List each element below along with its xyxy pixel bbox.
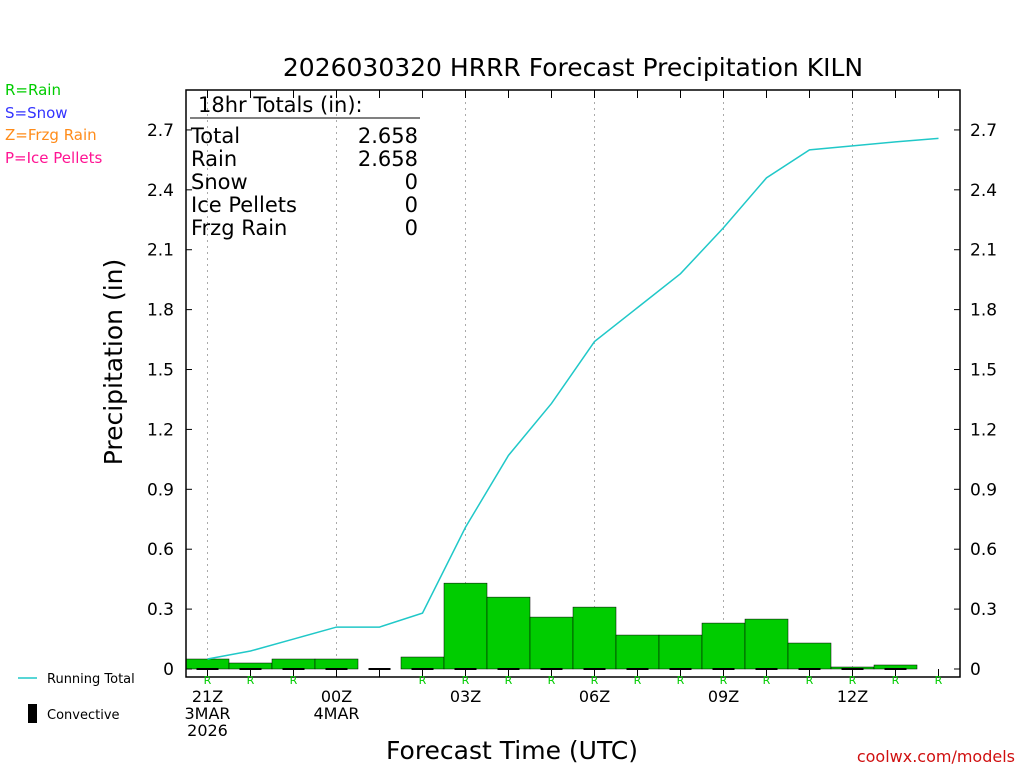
x-axis-title: Forecast Time (UTC) [386,736,638,765]
y-tick-label-right: 1.5 [970,361,997,381]
bar [271,658,316,670]
ptype-marker: R [290,674,298,687]
y-axis: 0 00.3 0.30.6 0.60.9 0.91.2 1.21.5 1.51.8 1.82.… [147,121,997,680]
x-tick-label: 4MAR [313,704,359,723]
y-tick-label-left: 1.8 [147,301,174,321]
plot-frame [185,89,961,678]
ptype-marker: R [548,674,556,687]
bar [486,596,531,670]
y-tick-label-left: 0.9 [147,480,174,500]
y-tick-label-right: 0.3 [970,600,997,620]
y-tick-label-left: 2.1 [147,241,174,261]
y-tick-label-left: 1.2 [147,420,174,440]
bar [443,582,488,670]
x-tick-label: 12Z [837,687,868,706]
ptype-marker: R [892,674,900,687]
bar [400,656,445,670]
legend-ice-pellets: P=Ice Pellets [5,149,103,167]
gridlines [207,90,853,669]
totals-label-ice-pellets: Ice Pellets [191,193,297,217]
bars-group [185,582,918,670]
ptype-marker: R [247,674,255,687]
y-tick-label-right: 1.2 [970,420,997,440]
y-tick-label-left: 0 [163,660,174,680]
totals-label-rain: Rain [191,147,237,171]
y-tick-label-right: 1.8 [970,301,997,321]
y-tick-label-left: 2.7 [147,121,174,141]
running-total-legend-label: Running Total [47,672,135,687]
bar [615,634,660,670]
totals-value-snow: 0 [405,170,418,194]
x-tick-label: 09Z [708,687,739,706]
y-tick-label-right: 0 [970,660,981,680]
ptype-marker: R [634,674,642,687]
x-tick-label: 00Z [321,687,352,706]
ptype-marker: R [462,674,470,687]
ptype-marker: R [763,674,771,687]
chart-title: 2026030320 HRRR Forecast Precipitation K… [283,53,863,82]
y-tick-label-left: 1.5 [147,361,174,381]
totals-label-total: Total [190,124,240,148]
x-tick-label: 21Z [192,687,223,706]
legend-frzg-rain: Z=Frzg Rain [5,126,97,144]
y-tick-label-left: 2.4 [147,181,174,201]
bar [314,658,359,670]
bar [744,618,789,670]
y-tick-label-right: 2.4 [970,181,997,201]
bar [185,658,230,670]
ptype-marker: R [505,674,513,687]
running-total-line [207,137,939,660]
convective-legend-label: Convective [47,708,120,723]
totals-value-frzg-rain: 0 [405,216,418,240]
bar [787,642,832,670]
totals-label-snow: Snow [191,170,248,194]
y-tick-label-right: 0.6 [970,540,997,560]
y-tick-label-left: 0.6 [147,540,174,560]
credit: coolwx.com/models [857,747,1015,766]
y-tick-label-right: 2.1 [970,241,997,261]
x-tick-label: 03Z [450,687,481,706]
ptype-marker: R [677,674,685,687]
ptype-marker: R [204,674,212,687]
convective-legend-swatch [28,704,37,723]
y-tick-label-right: 2.7 [970,121,997,141]
totals-header: 18hr Totals (in): [198,93,363,117]
totals-value-total: 2.658 [358,124,418,148]
x-tick-label: 3MAR [184,704,230,723]
ptype-marker: R [720,674,728,687]
y-tick-label-left: 0.3 [147,600,174,620]
legend-rain: R=Rain [5,81,61,99]
ptype-marker: R [849,674,857,687]
totals-value-ice-pellets: 0 [405,193,418,217]
ptype-marker: R [591,674,599,687]
x-tick-label: 2026 [187,721,228,740]
bar [572,606,617,670]
bar [658,634,703,670]
x-tick-label: 06Z [579,687,610,706]
totals-label-frzg-rain: Frzg Rain [191,216,287,240]
totals-value-rain: 2.658 [358,147,418,171]
legend-snow: S=Snow [5,104,68,122]
bar [529,616,574,670]
y-tick-label-right: 0.9 [970,480,997,500]
totals-box: 18hr Totals (in): Total 2.658 Rain 2.658… [190,93,420,240]
ptype-marker: R [419,674,427,687]
ptype-marker: R [935,674,943,687]
y-axis-title: Precipitation (in) [99,259,128,466]
ptype-marker: R [806,674,814,687]
bar [701,622,746,670]
